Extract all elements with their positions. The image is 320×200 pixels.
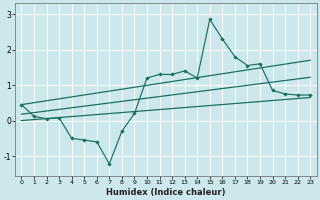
X-axis label: Humidex (Indice chaleur): Humidex (Indice chaleur) (106, 188, 226, 197)
